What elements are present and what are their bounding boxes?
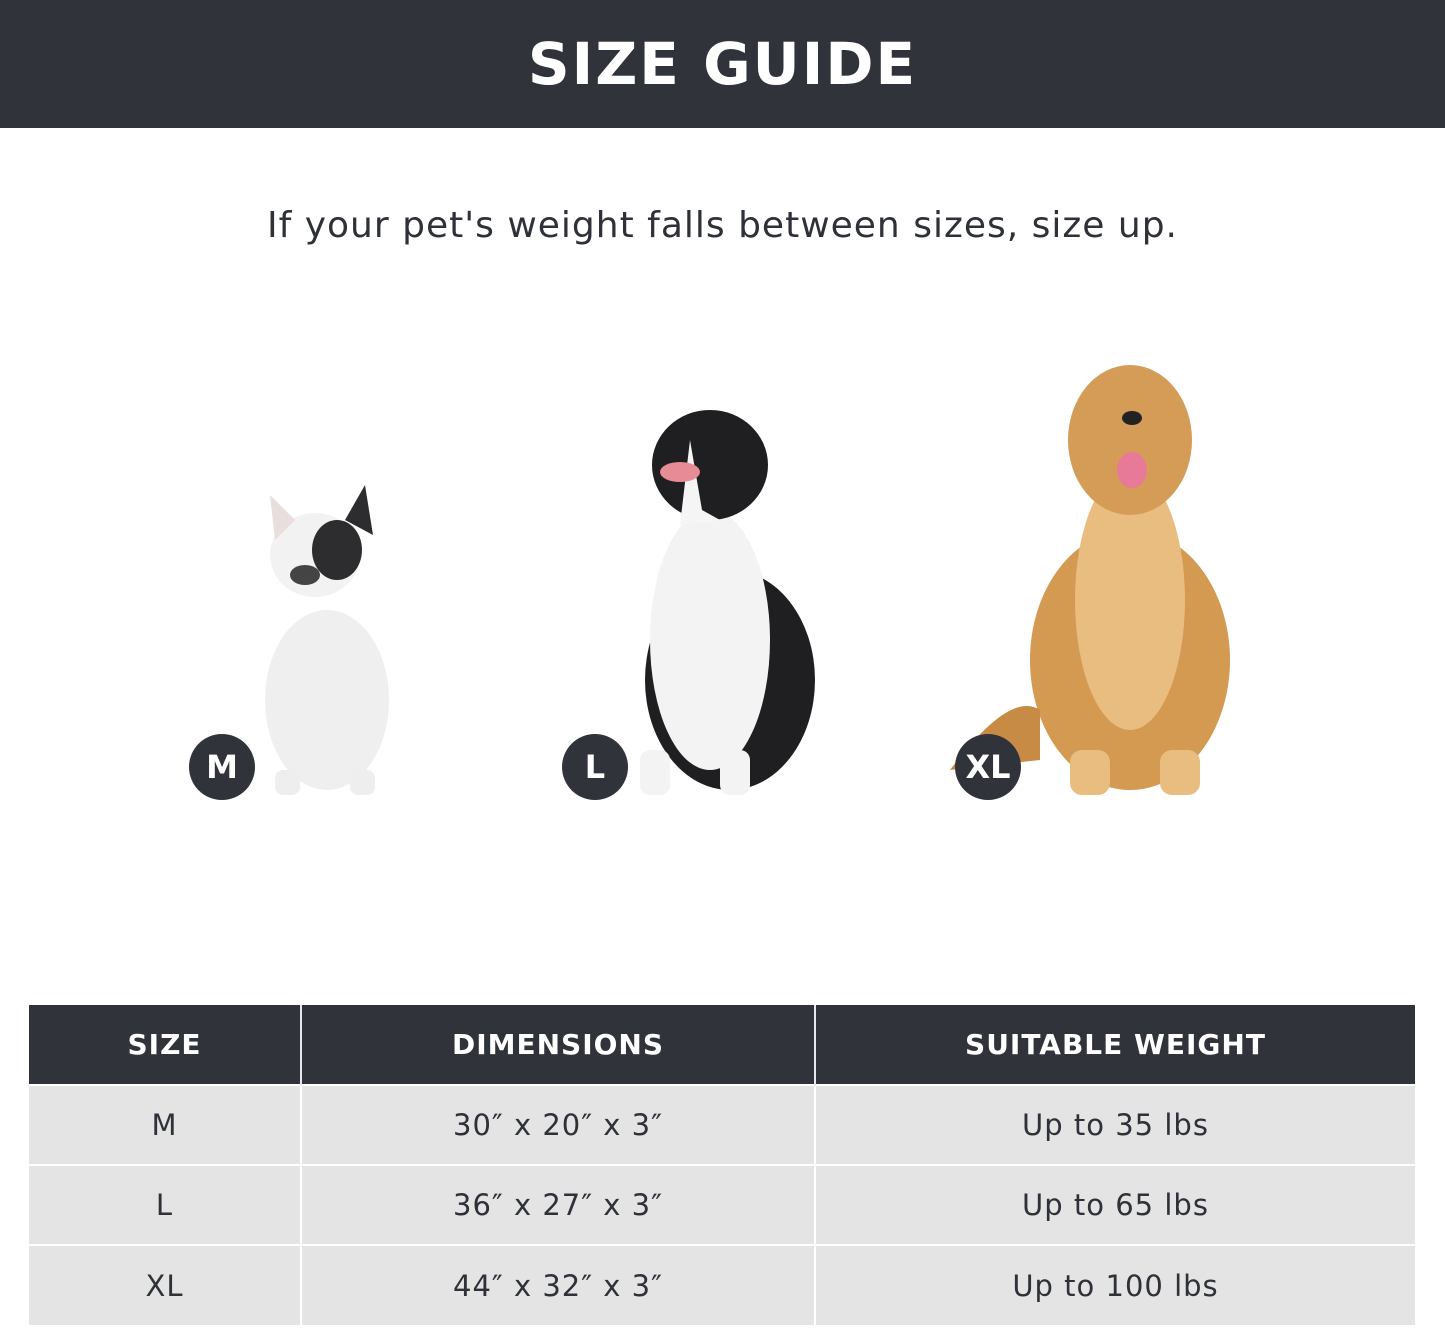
size-badge-l: L xyxy=(562,734,628,800)
cell-size: M xyxy=(29,1084,302,1165)
cell-weight: Up to 100 lbs xyxy=(815,1244,1415,1325)
table-row: XL 44″ x 32″ x 3″ Up to 100 lbs xyxy=(29,1244,1415,1325)
size-table: SIZE DIMENSIONS SUITABLE WEIGHT M 30″ x … xyxy=(29,1005,1415,1325)
table-row: L 36″ x 27″ x 3″ Up to 65 lbs xyxy=(29,1164,1415,1245)
size-badge-m: M xyxy=(189,734,255,800)
page-title: SIZE GUIDE xyxy=(527,30,918,98)
french-bulldog-image xyxy=(265,485,389,795)
col-header-weight: SUITABLE WEIGHT xyxy=(815,1005,1415,1085)
col-header-dimensions: DIMENSIONS xyxy=(301,1005,816,1085)
cell-dimensions: 30″ x 20″ x 3″ xyxy=(301,1084,816,1165)
subtitle: If your pet's weight falls between sizes… xyxy=(266,205,1178,246)
border-collie-image xyxy=(640,410,815,795)
cell-size: L xyxy=(29,1164,302,1245)
header-banner: SIZE GUIDE xyxy=(0,0,1445,128)
cell-weight: Up to 35 lbs xyxy=(815,1084,1415,1165)
table-row: M 30″ x 20″ x 3″ Up to 35 lbs xyxy=(29,1084,1415,1165)
cell-weight: Up to 65 lbs xyxy=(815,1164,1415,1245)
col-header-size: SIZE xyxy=(29,1005,302,1085)
cell-size: XL xyxy=(29,1244,302,1325)
size-badge-xl: XL xyxy=(955,734,1021,800)
cell-dimensions: 36″ x 27″ x 3″ xyxy=(301,1164,816,1245)
cell-dimensions: 44″ x 32″ x 3″ xyxy=(301,1244,816,1325)
table-header-row: SIZE DIMENSIONS SUITABLE WEIGHT xyxy=(29,1005,1415,1085)
